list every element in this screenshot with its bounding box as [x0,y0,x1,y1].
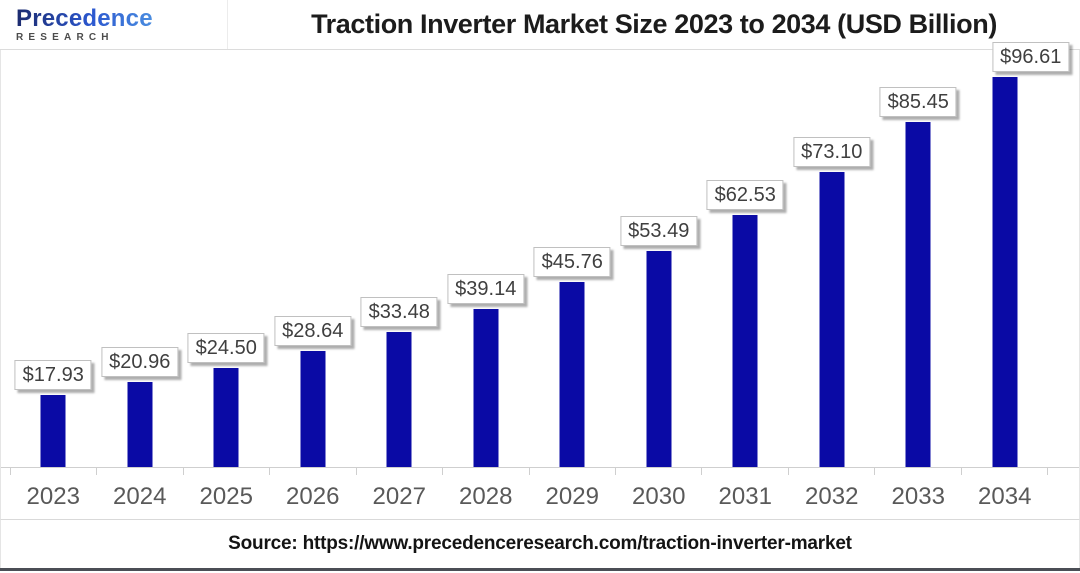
axis-tick [270,468,357,475]
source-text: Source: https://www.precedenceresearch.c… [228,533,852,554]
year-label-2029: 2029 [545,483,599,510]
year-label-2028: 2028 [459,483,513,510]
year-label-2026: 2026 [286,483,340,510]
year-label-2033: 2033 [891,483,945,510]
header-bar: Precedence RESEARCH Traction Inverter Ma… [0,0,1080,50]
axis-tick [530,468,616,475]
axis-tick [357,468,444,475]
year-label-2034: 2034 [978,483,1032,510]
axis-tick [789,468,876,475]
bar-category: $20.96 [97,50,184,467]
year-label-2030: 2030 [632,483,686,510]
value-label-2026: $28.64 [274,316,352,346]
axis-tick [184,468,271,475]
bar-category: $28.64 [270,50,357,467]
bar-2033 [905,122,931,467]
bar-category: $73.10 [789,50,876,467]
year-label-2032: 2032 [805,483,859,510]
axis-tick [875,468,962,475]
bottom-padding [0,571,1080,573]
brand-logo: Precedence RESEARCH [0,0,228,49]
axis-tick [443,468,530,475]
bar-category: $17.93 [10,50,97,467]
bar-2032 [819,172,845,467]
bar-category: $24.50 [183,50,270,467]
axis-tick [702,468,789,475]
bar-2026 [300,351,326,467]
bar-2034 [992,77,1018,467]
bar-2025 [213,368,239,467]
bar-category: $53.49 [616,50,703,467]
bar-2030 [646,251,672,467]
bar-2029 [559,282,585,467]
value-label-2034: $96.61 [992,42,1070,72]
axis-tick [616,468,703,475]
chart-title: Traction Inverter Market Size 2023 to 20… [311,9,997,39]
logo-sub-text: RESEARCH [16,31,114,43]
bar-2023 [40,395,66,467]
value-label-2030: $53.49 [620,216,698,246]
year-label-2024: 2024 [113,483,167,510]
bar-chart: $17.93 $20.96 $24.50 $28.64 $33.48 $39.14 $45.… [0,42,1080,519]
source-bar: Source: https://www.precedenceresearch.c… [0,519,1080,568]
bar-category: $45.76 [529,50,616,467]
bottom-divider [0,568,1080,571]
bar-2031 [732,215,758,467]
axis-tick [10,468,98,475]
bar-category: $39.14 [443,50,530,467]
logo-brand-text: Precedence [16,4,153,32]
bar-category: $96.61 [962,42,1070,467]
value-label-2024: $20.96 [101,347,179,377]
plot-area: $17.93 $20.96 $24.50 $28.64 $33.48 $39.14 $45.… [1,42,1079,468]
bar-2028 [473,309,499,467]
bar-category: $85.45 [875,50,962,467]
axis-tick [962,468,1049,475]
year-label-2027: 2027 [372,483,426,510]
year-label-2025: 2025 [199,483,253,510]
title-area: Traction Inverter Market Size 2023 to 20… [228,0,1080,49]
bar-2027 [386,332,412,467]
value-label-2033: $85.45 [879,87,957,117]
axis-tick [97,468,184,475]
value-label-2028: $39.14 [447,274,525,304]
value-label-2027: $33.48 [360,297,438,327]
x-axis-labels: 2023 2024 2025 2026 2027 2028 2029 2030 2031 2032… [1,475,1079,519]
value-label-2023: $17.93 [14,360,92,390]
bar-category: $62.53 [702,50,789,467]
value-label-2025: $24.50 [187,333,265,363]
year-label-2031: 2031 [718,483,772,510]
bar-category: $33.48 [356,50,443,467]
bar-2024 [127,382,153,467]
value-label-2032: $73.10 [793,137,871,167]
year-label-2023: 2023 [26,483,80,510]
value-label-2031: $62.53 [706,180,784,210]
value-label-2029: $45.76 [533,247,611,277]
x-axis-ticks [1,468,1079,475]
